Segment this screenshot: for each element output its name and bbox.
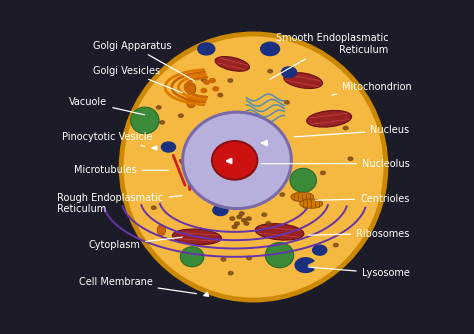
Circle shape <box>313 245 327 255</box>
Circle shape <box>218 94 223 97</box>
Circle shape <box>235 222 239 225</box>
Ellipse shape <box>180 247 204 267</box>
Circle shape <box>266 222 271 225</box>
Ellipse shape <box>255 223 304 240</box>
Text: Cytoplasm: Cytoplasm <box>88 237 182 250</box>
Circle shape <box>343 126 348 130</box>
Text: Cell Membrane: Cell Membrane <box>79 277 196 294</box>
Circle shape <box>303 205 308 208</box>
Text: Ribosomes: Ribosomes <box>308 228 410 238</box>
Ellipse shape <box>186 83 196 95</box>
Circle shape <box>261 42 280 55</box>
Circle shape <box>213 87 219 91</box>
Circle shape <box>160 121 164 124</box>
Circle shape <box>239 212 244 215</box>
Circle shape <box>201 78 206 81</box>
Text: Microtubules: Microtubules <box>74 165 168 175</box>
Ellipse shape <box>157 225 165 235</box>
Ellipse shape <box>215 56 249 71</box>
Circle shape <box>237 215 242 218</box>
Ellipse shape <box>121 34 386 300</box>
Ellipse shape <box>290 168 317 192</box>
Circle shape <box>242 218 246 222</box>
Circle shape <box>244 222 249 225</box>
Ellipse shape <box>291 192 314 202</box>
Ellipse shape <box>307 111 352 127</box>
Text: Golgi Apparatus: Golgi Apparatus <box>93 41 194 81</box>
Wedge shape <box>295 258 314 273</box>
Circle shape <box>151 206 156 209</box>
Text: Vacuole: Vacuole <box>69 97 145 115</box>
Circle shape <box>210 78 215 82</box>
Ellipse shape <box>131 107 159 134</box>
Circle shape <box>201 89 207 93</box>
Text: Nucleolus: Nucleolus <box>261 159 410 169</box>
Ellipse shape <box>186 97 196 108</box>
Ellipse shape <box>212 141 257 180</box>
Circle shape <box>284 101 289 104</box>
Circle shape <box>262 213 266 216</box>
Circle shape <box>228 79 233 82</box>
Text: Nucleus: Nucleus <box>294 125 410 137</box>
Text: Centrioles: Centrioles <box>315 194 410 204</box>
Text: Smooth Endoplasmatic
Reticulum: Smooth Endoplasmatic Reticulum <box>270 33 388 79</box>
Circle shape <box>282 67 297 77</box>
Text: Lysosome: Lysosome <box>308 267 410 279</box>
Text: Rough Endoplasmatic
Reticulum: Rough Endoplasmatic Reticulum <box>57 193 182 214</box>
Circle shape <box>198 43 215 55</box>
Circle shape <box>334 243 338 247</box>
Ellipse shape <box>173 229 221 244</box>
Circle shape <box>280 193 285 196</box>
Circle shape <box>213 205 228 215</box>
Circle shape <box>348 157 353 160</box>
Circle shape <box>268 69 273 73</box>
Circle shape <box>320 171 325 175</box>
Text: Mitochondrion: Mitochondrion <box>332 82 412 95</box>
Text: Pinocytotic Vesicle: Pinocytotic Vesicle <box>62 132 153 146</box>
Ellipse shape <box>300 199 322 208</box>
Circle shape <box>228 272 233 275</box>
Circle shape <box>179 114 183 117</box>
Ellipse shape <box>265 242 294 268</box>
Circle shape <box>161 142 175 152</box>
Circle shape <box>221 258 226 261</box>
Ellipse shape <box>284 72 322 89</box>
Circle shape <box>246 217 251 220</box>
Text: Golgi Vesicles: Golgi Vesicles <box>93 65 182 93</box>
Circle shape <box>204 80 210 84</box>
Circle shape <box>230 217 235 220</box>
Circle shape <box>156 106 161 109</box>
Ellipse shape <box>182 112 292 208</box>
Circle shape <box>232 225 237 228</box>
Circle shape <box>246 257 251 260</box>
